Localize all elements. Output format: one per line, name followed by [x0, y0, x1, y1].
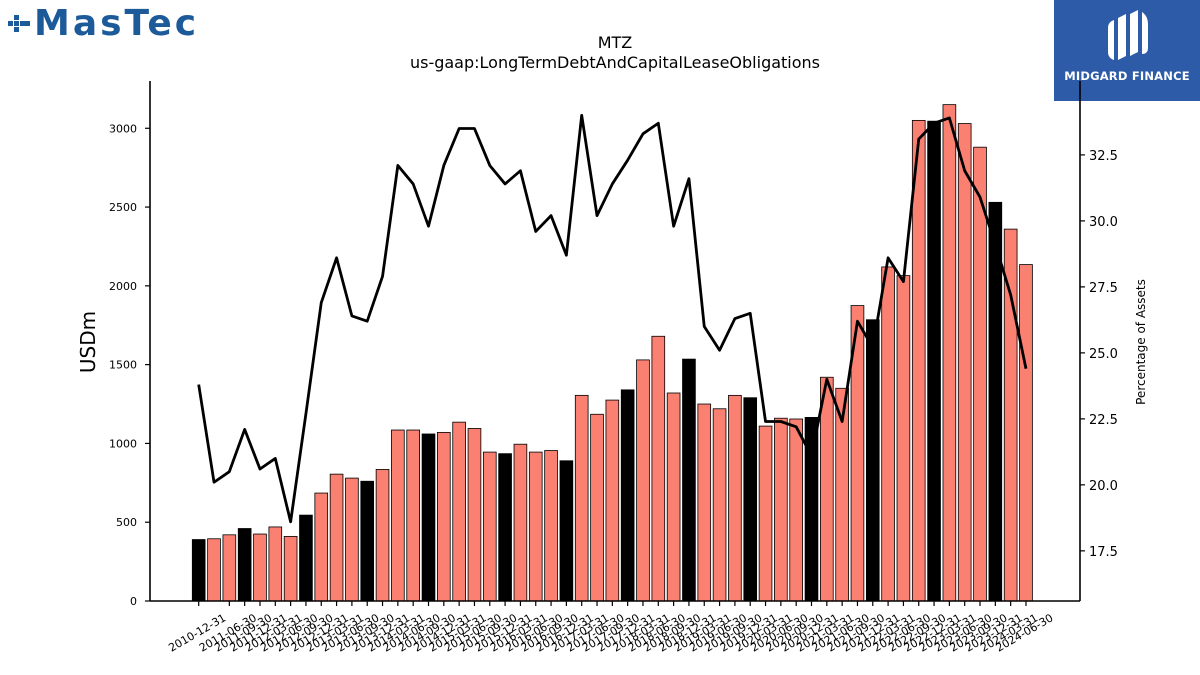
bar: [559, 460, 574, 602]
y-tick-label: 1500: [109, 359, 137, 372]
bar: [314, 492, 329, 602]
bar: [896, 275, 911, 602]
bar: [774, 417, 788, 602]
bar: [620, 389, 635, 602]
bar: [268, 526, 283, 602]
bar: [360, 480, 375, 602]
midgard-finance-logo: MIDGARD FINANCE: [1054, 0, 1200, 101]
y-axis-label: USDm: [76, 311, 100, 373]
y-tick-label: 2500: [109, 201, 137, 214]
bar: [758, 425, 773, 602]
bar: [697, 403, 712, 602]
bar: [728, 394, 742, 602]
bar: [957, 123, 972, 602]
bar: [927, 120, 941, 602]
bar: [222, 534, 237, 602]
y2-tick-label: 27.5: [1089, 281, 1118, 296]
y2-axis-label: Percentage of Assets: [1134, 279, 1148, 405]
bar: [881, 266, 895, 602]
bar: [865, 319, 880, 602]
bar: [207, 538, 221, 602]
bar: [789, 418, 803, 602]
bar: [544, 450, 558, 602]
bar: [820, 376, 834, 602]
bar: [406, 429, 420, 602]
y-tick-label: 1000: [109, 437, 137, 450]
midgard-logo-text: MIDGARD FINANCE: [1064, 69, 1190, 83]
bar: [743, 397, 758, 602]
y2-tick-label: 30.0: [1089, 215, 1118, 230]
y-tick-label: 2000: [109, 280, 137, 293]
bar: [467, 428, 482, 602]
bar: [391, 429, 405, 602]
axes-layer: 0 500 1000 1500 2000 2500 3000 17.5 20.0 22.5 25.0…: [109, 81, 1118, 655]
midgard-mark-icon: [1108, 10, 1148, 60]
bar: [375, 469, 390, 602]
bar: [513, 443, 528, 602]
y2-tick-label: 17.5: [1089, 545, 1118, 560]
bar: [636, 359, 650, 602]
mastec-logo: MasTec: [8, 4, 199, 44]
bar: [666, 392, 681, 602]
bar: [528, 451, 543, 602]
chart-title: MTZ: [598, 33, 633, 52]
bar: [452, 421, 466, 602]
y2-tick-label: 22.5: [1089, 413, 1118, 428]
bar: [682, 358, 696, 602]
bar: [574, 394, 589, 602]
mastec-logo-text: MasTec: [34, 3, 200, 44]
y2-tick-label: 20.0: [1089, 479, 1118, 494]
y2-tick-label: 32.5: [1089, 149, 1118, 164]
line-layer: [197, 113, 1028, 524]
bar: [498, 453, 512, 602]
bar: [283, 535, 298, 602]
bar: [437, 431, 451, 602]
bar: [329, 473, 344, 602]
bar: [712, 408, 727, 602]
bar: [651, 335, 666, 602]
bar: [237, 528, 252, 602]
bar: [299, 514, 313, 602]
mastec-logo-icon: [8, 13, 30, 35]
y-tick-label: 3000: [109, 122, 137, 135]
bars-layer: [191, 104, 1033, 602]
percentage-line: [197, 113, 1028, 524]
bar: [942, 104, 957, 602]
bar: [1019, 264, 1033, 602]
y2-tick-label: 25.0: [1089, 347, 1118, 362]
chart-subtitle: us-gaap:LongTermDebtAndCapitalLeaseOblig…: [410, 53, 820, 72]
bar: [253, 533, 267, 602]
y-tick-label: 0: [130, 595, 137, 608]
y-tick-label: 500: [116, 516, 137, 529]
bar: [590, 413, 604, 602]
bar: [421, 433, 436, 602]
bar: [191, 539, 206, 602]
bar: [482, 451, 497, 602]
bar: [605, 399, 620, 602]
bar: [345, 477, 359, 602]
